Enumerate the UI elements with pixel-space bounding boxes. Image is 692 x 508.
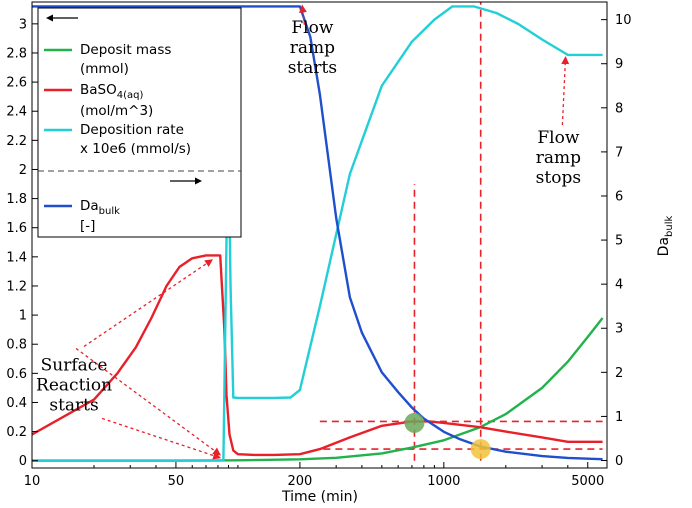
plot-frame — [31, 1, 608, 469]
flow-ramp-stops-text: Flow — [537, 128, 579, 148]
y-tick-label: 0.8 — [6, 338, 27, 353]
y-tick-label: 1.2 — [6, 279, 27, 294]
y-tick-label: 1.4 — [6, 250, 27, 265]
flow-ramp-starts-text: starts — [288, 58, 337, 78]
legend-arrow-left-icon — [46, 14, 78, 22]
y-tick-label: 0 — [19, 454, 27, 469]
x-tick-label: 50 — [168, 474, 185, 489]
y-tick-label: 1.8 — [6, 192, 27, 207]
intersection-yellow-marker — [470, 439, 491, 460]
flow-ramp-stops-text: ramp — [536, 148, 581, 168]
legend-label-deposit-mass-line1: Deposit mass — [80, 42, 171, 58]
surface-reaction-starts-text: Reaction — [36, 375, 112, 395]
y-tick-label: 1 — [19, 309, 27, 324]
y2-tick-label: 3 — [615, 322, 623, 337]
legend-label-deposit-mass-line2: (mmol) — [80, 61, 129, 77]
x-axis-label: Time (min) — [281, 489, 358, 505]
surface-reaction-starts-arrow-3 — [83, 259, 214, 347]
legend-label-baso4-line2: (mol/m^3) — [80, 103, 153, 119]
x-tick-label: 1000 — [427, 474, 460, 489]
x-tick-label: 5000 — [571, 474, 604, 489]
y2-tick-label: 1 — [615, 410, 623, 425]
surface-reaction-starts-text: starts — [49, 395, 98, 415]
y-tick-label: 2.4 — [6, 105, 27, 120]
y-tick-label: 0.4 — [6, 396, 27, 411]
y2-tick-label: 9 — [615, 57, 623, 72]
surface-reaction-starts-text: Surface — [41, 355, 108, 375]
flow-ramp-starts-text: Flow — [291, 18, 333, 38]
y-tick-label: 2.2 — [6, 134, 27, 149]
y-tick-label: 2 — [19, 163, 27, 178]
y2-tick-label: 5 — [615, 234, 623, 249]
y2-axis-label: Dabulk — [656, 215, 675, 256]
y2-tick-label: 0 — [615, 454, 623, 469]
flow-ramp-stops-text: stops — [536, 168, 581, 188]
y2-tick-label: 7 — [615, 145, 623, 160]
y-tick-label: 3 — [19, 17, 27, 32]
y2-tick-label: 2 — [615, 366, 623, 381]
series-line-1 — [32, 254, 603, 457]
legend-box — [37, 7, 242, 238]
y2-tick-label: 10 — [615, 13, 632, 28]
x-tick-label: 200 — [287, 474, 312, 489]
x-tick-label: 10 — [24, 474, 41, 489]
y2-tick-label: 4 — [615, 278, 623, 293]
legend-arrow-right-icon — [170, 177, 202, 185]
legend-label-deposition-rate-line2: x 10e6 (mmol/s) — [80, 141, 191, 157]
legend-label-da-bulk-line1: Dabulk — [80, 198, 120, 217]
legend: Deposit mass (mmol) BaSO4(aq) (mol/m^3) … — [37, 7, 242, 238]
legend-label-da-bulk-line2: [-] — [80, 218, 95, 234]
legend-label-baso4-line1: BaSO4(aq) — [80, 82, 143, 101]
flow-ramp-stops-arrow — [561, 56, 570, 126]
series-line-0 — [32, 317, 604, 462]
y-tick-label: 0.2 — [6, 425, 27, 440]
legend-label-deposition-rate-line1: Deposition rate — [80, 122, 184, 138]
y-tick-label: 1.6 — [6, 221, 27, 236]
surface-reaction-starts-arrow-2 — [101, 417, 222, 460]
y2-tick-label: 6 — [615, 189, 623, 204]
flow-ramp-starts-text: ramp — [290, 38, 335, 58]
y2-tick-label: 8 — [615, 101, 623, 116]
y-tick-label: 2.8 — [6, 46, 27, 61]
y-tick-label: 0.6 — [6, 367, 27, 382]
intersection-green-marker — [404, 412, 425, 433]
y-tick-label: 2.6 — [6, 76, 27, 91]
